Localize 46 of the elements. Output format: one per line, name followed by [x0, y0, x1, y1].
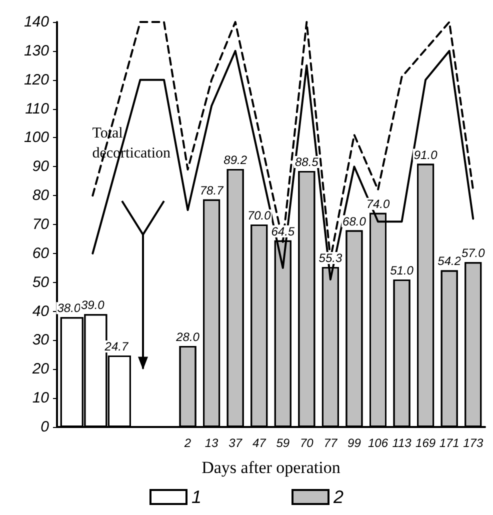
data-label: 74.0 [366, 196, 390, 211]
x-tick-label: 2 [183, 436, 192, 450]
data-label: 51.0 [390, 263, 414, 278]
y-tick-label: 90 [32, 158, 50, 176]
x-tick-label: 106 [368, 436, 388, 450]
x-tick-label: 99 [348, 436, 362, 450]
y-tick-label: 100 [24, 129, 50, 146]
y-tick-label: 110 [25, 100, 50, 118]
y-tick-label: 80 [32, 187, 50, 204]
y-tick-label: 30 [32, 332, 50, 349]
y-tick-label: 10 [32, 390, 50, 407]
data-label: 68.0 [342, 214, 366, 228]
y-tick-label: 50 [32, 274, 50, 291]
y-tick-label: 120 [24, 71, 50, 88]
legend-label: 1 [191, 487, 202, 507]
data-label: 70.0 [247, 208, 272, 222]
x-tick-label: 59 [276, 436, 290, 450]
data-label: 64.5 [271, 224, 295, 238]
y-tick-label: 40 [32, 302, 50, 320]
data-label: 78.7 [200, 183, 225, 198]
x-tick-label: 173 [463, 436, 484, 450]
x-tick-label: 169 [416, 436, 436, 450]
y-tick-label: 70 [32, 216, 50, 233]
data-label: 57.0 [461, 246, 486, 260]
data-label: 88.5 [294, 154, 319, 169]
x-axis-title: Days after operation [202, 458, 341, 477]
data-label: 54.2 [438, 254, 462, 268]
x-tick-label: 37 [228, 436, 244, 450]
x-tick-label: 77 [324, 436, 338, 450]
x-tick-label: 47 [252, 436, 268, 450]
data-label: 38.0 [57, 301, 81, 316]
x-tick-label: 171 [439, 436, 460, 450]
x-tick-label: 113 [392, 436, 412, 450]
x-tick-label: 13 [204, 436, 219, 450]
legend-label: 2 [332, 487, 344, 507]
data-label: 39.0 [80, 298, 105, 312]
y-tick-label: 130 [24, 42, 50, 60]
y-tick-label: 0 [40, 418, 50, 436]
data-label: 24.7 [104, 340, 130, 354]
y-tick-label: 20 [31, 360, 50, 378]
data-label: 91.0 [414, 148, 438, 162]
data-label: 28.0 [175, 330, 200, 344]
x-tick-label: 70 [300, 436, 314, 450]
y-tick-label: 60 [32, 244, 50, 262]
y-tick-label: 140 [24, 14, 50, 30]
data-label: 89.2 [224, 152, 248, 167]
